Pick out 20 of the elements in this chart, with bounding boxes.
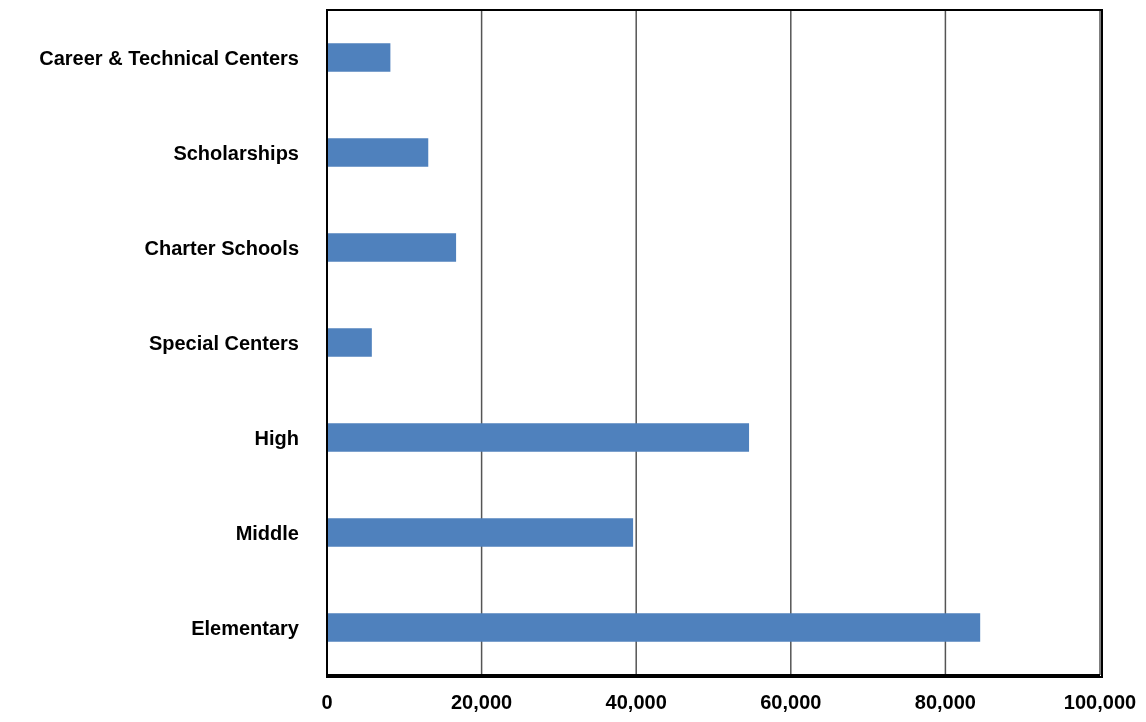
bar (327, 328, 372, 357)
x-tick-label: 60,000 (760, 691, 822, 714)
x-tick-label: 100,000 (1063, 691, 1137, 714)
bar (327, 423, 750, 452)
y-tick-label: Scholarships (173, 141, 299, 164)
bar (327, 43, 391, 72)
y-tick-label: Career & Technical Centers (39, 46, 299, 69)
x-tick-label: 20,000 (451, 691, 513, 714)
x-tick-label: 40,000 (605, 691, 667, 714)
y-tick-label: Middle (235, 521, 299, 544)
y-tick-label: High (254, 426, 299, 449)
bar (327, 518, 634, 547)
bar (327, 233, 457, 262)
x-tick-label: 0 (321, 691, 333, 714)
y-tick-label: Charter Schools (144, 236, 299, 259)
bar (327, 138, 429, 167)
bar (327, 613, 981, 642)
y-tick-label: Elementary (191, 616, 300, 639)
y-tick-label: Special Centers (148, 331, 299, 354)
x-tick-label: 80,000 (914, 691, 976, 714)
